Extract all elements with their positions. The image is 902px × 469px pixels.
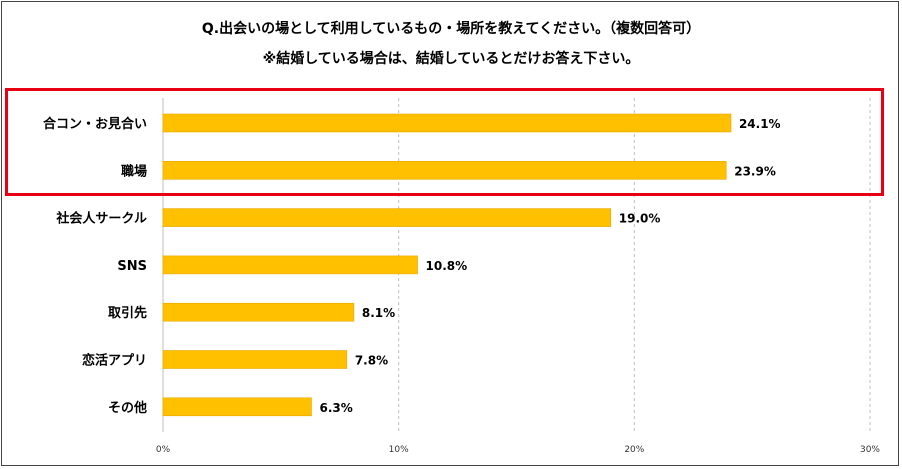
category-label: 社会人サークル — [55, 211, 147, 227]
value-label: 8.1% — [362, 306, 395, 320]
highlight-box — [5, 88, 884, 196]
category-label: 合コン・お見合い — [43, 116, 147, 132]
category-label: 恋活アプリ — [82, 353, 147, 369]
value-label: 24.1% — [739, 117, 781, 131]
category-label: 取引先 — [108, 305, 147, 321]
bar — [162, 302, 355, 322]
chart-title-question: Q.出会いの場として利用しているもの・場所を教えてください。（複数回答可） — [201, 21, 701, 37]
bar — [162, 350, 348, 369]
x-tick-label: 0% — [156, 445, 171, 455]
bar — [162, 255, 418, 275]
x-tick-label: 20% — [624, 445, 644, 455]
value-label: 23.9% — [734, 164, 776, 178]
category-label: その他 — [108, 400, 147, 416]
bar — [162, 113, 732, 133]
chart-title-note: ※結婚している場合は、結婚しているとだけお答え下さい。 — [262, 51, 640, 67]
x-tick-label: 30% — [860, 445, 880, 455]
bar — [162, 161, 727, 180]
bar — [162, 397, 312, 417]
value-label: 19.0% — [619, 212, 661, 226]
value-label: 10.8% — [426, 259, 468, 273]
category-label: SNS — [117, 259, 147, 274]
value-label: 6.3% — [319, 401, 352, 415]
bar — [162, 208, 612, 227]
x-tick-label: 10% — [389, 445, 409, 455]
value-label: 7.8% — [355, 354, 388, 368]
category-label: 職場 — [121, 163, 147, 179]
